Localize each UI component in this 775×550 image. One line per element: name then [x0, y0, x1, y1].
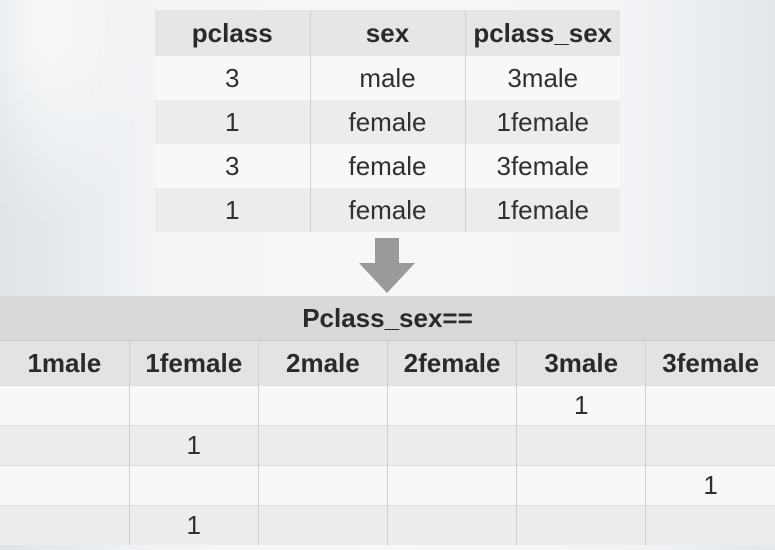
cell-1male [0, 425, 130, 466]
cell-1female: 1 [129, 505, 259, 545]
header-2male: 2male [258, 340, 388, 386]
cell-2female [387, 385, 518, 426]
cell-3female [645, 505, 775, 545]
cell-sex: female [310, 188, 466, 232]
cell-3male [516, 465, 647, 506]
cell-2male [258, 385, 388, 426]
table-row: 1 [0, 465, 775, 506]
cell-sex: female [310, 144, 466, 188]
cell-pclass-sex: 3male [465, 56, 620, 100]
cell-3male [516, 425, 647, 466]
cell-pclass: 3 [155, 144, 311, 188]
one-hot-title: Pclass_sex== [0, 296, 775, 341]
one-hot-table: Pclass_sex== 1male 1female 2male 2female… [0, 296, 775, 545]
cell-1male [0, 465, 130, 506]
cell-pclass-sex: 1female [465, 188, 620, 232]
header-sex: sex [310, 10, 466, 56]
cell-pclass-sex: 3female [465, 144, 620, 188]
cell-3female: 1 [645, 465, 775, 506]
cell-3female [645, 385, 775, 426]
cell-1female: 1 [129, 425, 259, 466]
table-row: 1 female 1female [155, 100, 620, 144]
source-table-header-row: pclass sex pclass_sex [155, 10, 620, 56]
cell-pclass: 3 [155, 56, 311, 100]
down-arrow-icon [359, 238, 415, 293]
one-hot-table-container: Pclass_sex== 1male 1female 2male 2female… [0, 296, 775, 545]
background-glow [0, 0, 150, 230]
cell-sex: female [310, 100, 466, 144]
cell-1male [0, 385, 130, 426]
cell-3male [516, 505, 647, 545]
one-hot-title-row: Pclass_sex== [0, 296, 775, 341]
table-row: 1 female 1female [155, 188, 620, 232]
cell-pclass: 1 [155, 100, 311, 144]
header-1female: 1female [129, 340, 259, 386]
cell-pclass: 1 [155, 188, 311, 232]
header-pclass-sex: pclass_sex [465, 10, 620, 56]
cell-2female [387, 465, 518, 506]
header-3female: 3female [645, 340, 775, 386]
one-hot-header-row: 1male 1female 2male 2female 3male 3femal… [0, 340, 775, 386]
cell-3female [645, 425, 775, 466]
table-row: 3 male 3male [155, 56, 620, 100]
table-row: 1 [0, 425, 775, 466]
header-3male: 3male [516, 340, 647, 386]
source-table: pclass sex pclass_sex 3 male 3male 1 fem… [155, 10, 620, 232]
header-pclass: pclass [155, 10, 311, 56]
table-row: 1 [0, 505, 775, 545]
cell-1male [0, 505, 130, 545]
cell-2male [258, 505, 388, 545]
table-row: 3 female 3female [155, 144, 620, 188]
header-1male: 1male [0, 340, 130, 386]
cell-2male [258, 425, 388, 466]
table-row: 1 [0, 385, 775, 426]
header-2female: 2female [387, 340, 518, 386]
cell-sex: male [310, 56, 466, 100]
cell-2female [387, 505, 518, 545]
cell-3male: 1 [516, 385, 647, 426]
cell-2female [387, 425, 518, 466]
cell-1female [129, 465, 259, 506]
cell-2male [258, 465, 388, 506]
cell-pclass-sex: 1female [465, 100, 620, 144]
cell-1female [129, 385, 259, 426]
